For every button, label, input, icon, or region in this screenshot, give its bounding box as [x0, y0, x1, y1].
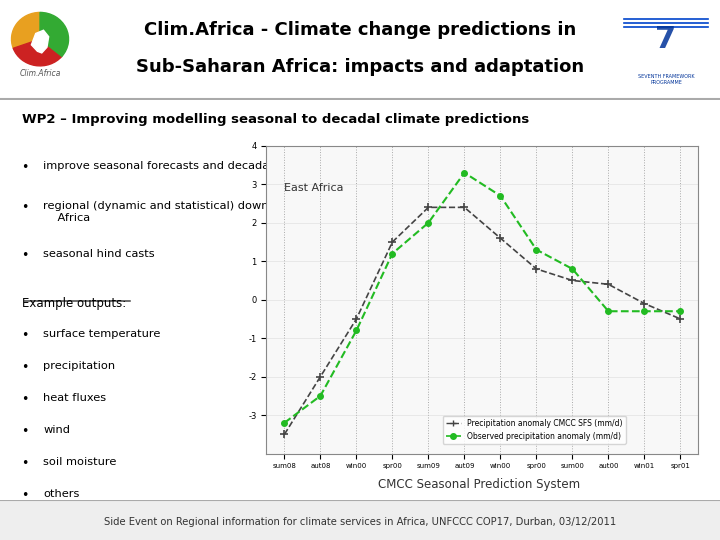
Text: Sub-Saharan Africa: impacts and adaptation: Sub-Saharan Africa: impacts and adaptati…	[136, 58, 584, 76]
Text: East Africa: East Africa	[284, 183, 343, 193]
Text: •: •	[22, 361, 29, 374]
Precipitation anomaly CMCC SFS (mm/d)	[316, 374, 325, 380]
Text: heat fluxes: heat fluxes	[43, 393, 107, 403]
Legend: Precipitation anomaly CMCC SFS (mm/d), Observed precipitation anomaly (mm/d): Precipitation anomaly CMCC SFS (mm/d), O…	[443, 416, 626, 444]
Precipitation anomaly CMCC SFS (mm/d)	[424, 204, 433, 211]
Observed precipitation anomaly (mm/d)	[424, 219, 433, 226]
Precipitation anomaly CMCC SFS (mm/d)	[352, 316, 361, 322]
Observed precipitation anomaly (mm/d)	[676, 308, 685, 314]
Text: soil moisture: soil moisture	[43, 457, 117, 467]
Text: surface temperature: surface temperature	[43, 329, 161, 339]
Precipitation anomaly CMCC SFS (mm/d)	[496, 235, 505, 241]
Observed precipitation anomaly (mm/d)	[496, 193, 505, 199]
Text: 7: 7	[655, 25, 677, 53]
Text: Clim.Africa: Clim.Africa	[19, 70, 60, 78]
Observed precipitation anomaly (mm/d)	[604, 308, 613, 314]
Precipitation anomaly CMCC SFS (mm/d)	[388, 239, 397, 245]
Observed precipitation anomaly (mm/d)	[388, 251, 397, 257]
Precipitation anomaly CMCC SFS (mm/d)	[532, 266, 541, 272]
Precipitation anomaly CMCC SFS (mm/d)	[640, 300, 649, 307]
Text: •: •	[22, 393, 29, 406]
Text: •: •	[22, 249, 29, 262]
Text: SEVENTH FRAMEWORK
PROGRAMME: SEVENTH FRAMEWORK PROGRAMME	[638, 74, 694, 85]
Text: regional (dynamic and statistical) downscaling over east, west and south
    Afr: regional (dynamic and statistical) downs…	[43, 201, 460, 222]
Wedge shape	[12, 12, 40, 48]
Observed precipitation anomaly (mm/d)	[568, 266, 577, 272]
Observed precipitation anomaly (mm/d)	[352, 327, 361, 334]
Precipitation anomaly CMCC SFS (mm/d)	[676, 316, 685, 322]
Text: Side Event on Regional information for climate services in Africa, UNFCCC COP17,: Side Event on Regional information for c…	[104, 517, 616, 527]
Text: CMCC Seasonal Prediction System: CMCC Seasonal Prediction System	[378, 478, 580, 491]
Observed precipitation anomaly (mm/d)	[280, 420, 289, 426]
Line: Observed precipitation anomaly (mm/d): Observed precipitation anomaly (mm/d)	[282, 170, 683, 426]
Text: precipitation: precipitation	[43, 361, 115, 371]
Text: improve seasonal forecasts and decadal climate change predictions over SSA.: improve seasonal forecasts and decadal c…	[43, 161, 490, 171]
Observed precipitation anomaly (mm/d)	[532, 246, 541, 253]
Text: •: •	[22, 329, 29, 342]
Polygon shape	[32, 30, 49, 53]
Line: Precipitation anomaly CMCC SFS (mm/d): Precipitation anomaly CMCC SFS (mm/d)	[280, 203, 685, 438]
Text: •: •	[22, 201, 29, 214]
Observed precipitation anomaly (mm/d)	[640, 308, 649, 314]
Text: •: •	[22, 489, 29, 502]
Observed precipitation anomaly (mm/d)	[316, 393, 325, 399]
Text: •: •	[22, 457, 29, 470]
Wedge shape	[40, 12, 68, 56]
Wedge shape	[13, 39, 62, 66]
Observed precipitation anomaly (mm/d)	[460, 170, 469, 176]
Precipitation anomaly CMCC SFS (mm/d)	[460, 204, 469, 211]
Text: others: others	[43, 489, 80, 499]
Text: WP2 – Improving modelling seasonal to decadal climate predictions: WP2 – Improving modelling seasonal to de…	[22, 113, 529, 126]
Precipitation anomaly CMCC SFS (mm/d)	[568, 277, 577, 284]
Precipitation anomaly CMCC SFS (mm/d)	[280, 431, 289, 437]
Text: Example outputs:: Example outputs:	[22, 297, 126, 310]
Text: seasonal hind casts: seasonal hind casts	[43, 249, 155, 259]
Text: wind: wind	[43, 425, 70, 435]
Precipitation anomaly CMCC SFS (mm/d)	[604, 281, 613, 287]
Text: •: •	[22, 425, 29, 438]
Text: •: •	[22, 161, 29, 174]
Text: Clim.Africa - Climate change predictions in: Clim.Africa - Climate change predictions…	[144, 22, 576, 39]
